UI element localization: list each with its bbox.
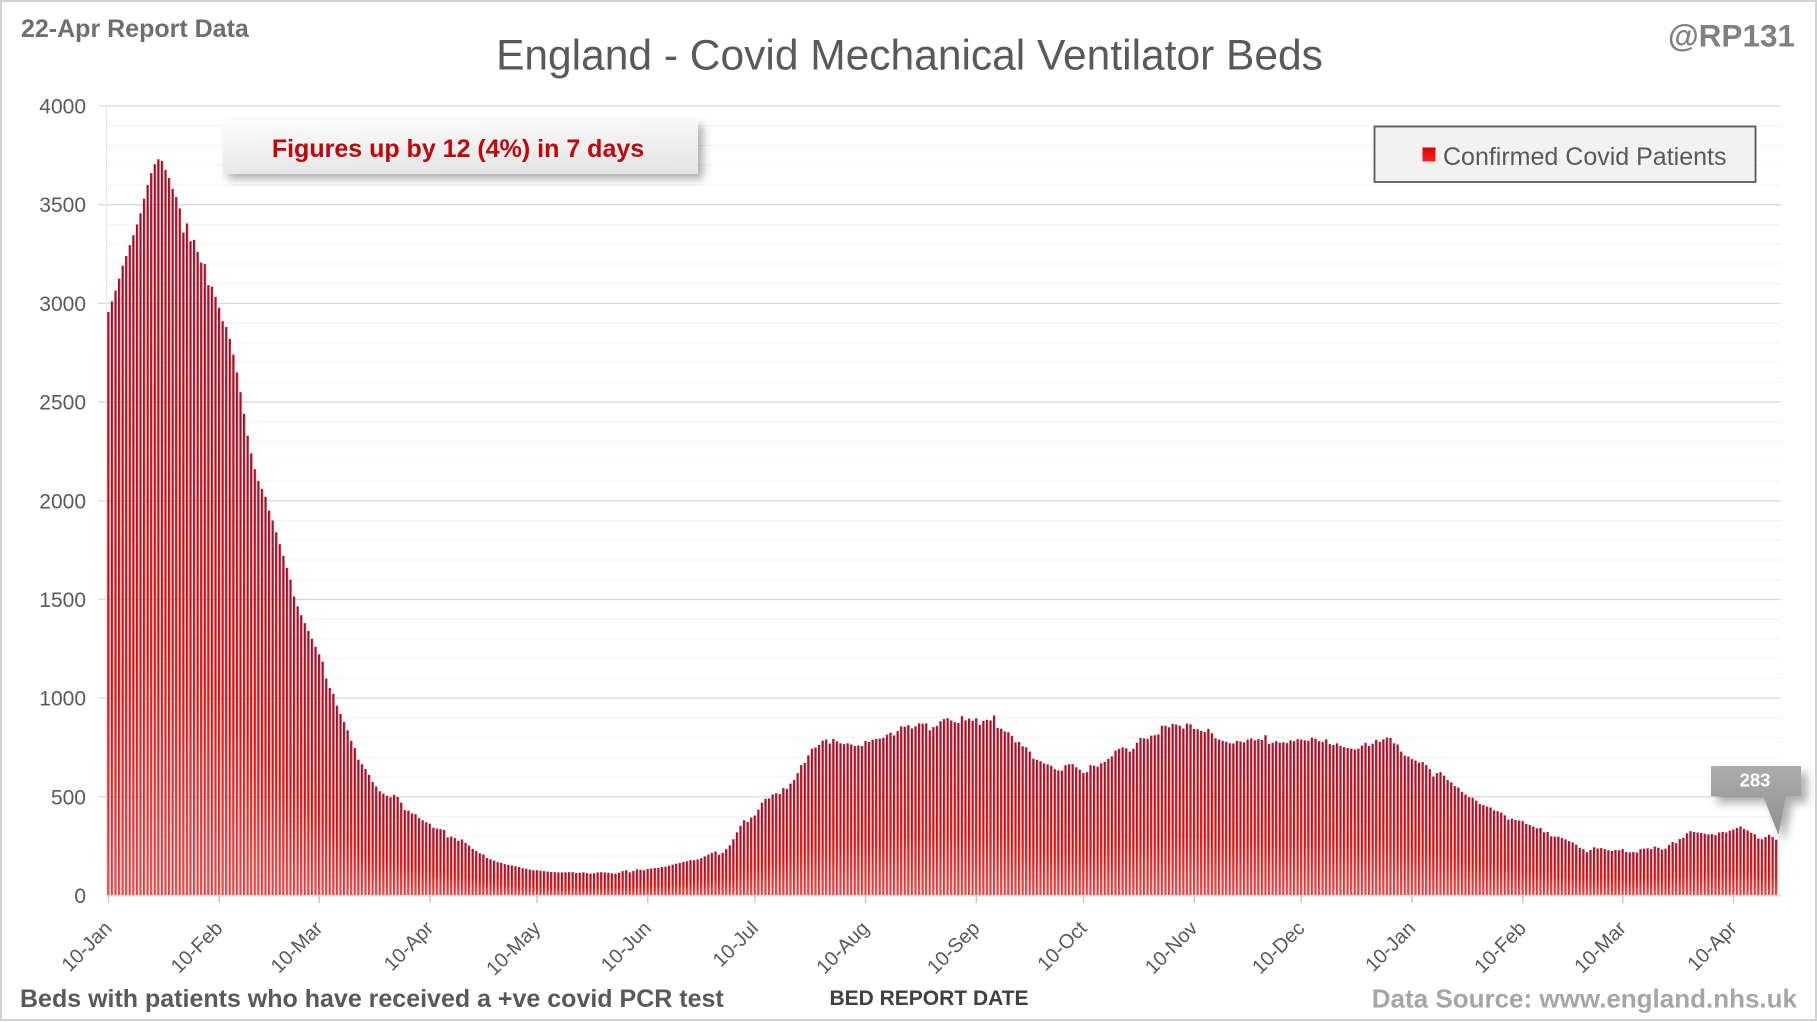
svg-text:3000: 3000 [39,293,86,316]
svg-text:BED REPORT DATE: BED REPORT DATE [829,987,1028,1010]
svg-text:10-Mar: 10-Mar [1570,917,1631,978]
svg-text:England - Covid Mechanical Ven: England - Covid Mechanical Ventilator Be… [496,33,1323,80]
svg-text:Confirmed Covid Patients: Confirmed Covid Patients [1443,143,1726,171]
svg-text:10-Feb: 10-Feb [1470,917,1530,977]
svg-text:22-Apr Report Data: 22-Apr Report Data [21,15,250,43]
svg-text:3500: 3500 [39,194,86,217]
svg-text:283: 283 [1740,770,1771,791]
svg-text:1000: 1000 [39,688,86,711]
svg-text:10-Jul: 10-Jul [709,917,763,971]
svg-text:Figures up by 12 (4%) in 7 day: Figures up by 12 (4%) in 7 days [272,135,644,163]
svg-text:500: 500 [51,786,86,809]
svg-text:10-Dec: 10-Dec [1248,917,1309,978]
svg-text:10-Mar: 10-Mar [267,917,328,978]
svg-text:Data Source: www.england.nhs.u: Data Source: www.england.nhs.uk [1372,984,1798,1014]
svg-text:0: 0 [74,885,86,908]
svg-text:@RP131: @RP131 [1668,18,1795,54]
svg-text:10-Apr: 10-Apr [1684,917,1742,975]
svg-text:2500: 2500 [39,392,86,415]
svg-text:10-Jun: 10-Jun [597,917,656,976]
svg-text:10-Jan: 10-Jan [58,917,117,976]
svg-text:10-Jan: 10-Jan [1361,917,1420,976]
svg-text:10-May: 10-May [482,917,545,980]
svg-text:10-Oct: 10-Oct [1034,917,1092,975]
svg-text:10-Aug: 10-Aug [813,917,874,978]
svg-text:2000: 2000 [39,490,86,513]
svg-text:10-Sep: 10-Sep [923,917,984,978]
svg-text:Beds with patients who have re: Beds with patients who have received a +… [20,985,724,1013]
svg-text:10-Apr: 10-Apr [380,917,438,975]
svg-text:10-Feb: 10-Feb [167,917,227,977]
svg-text:1500: 1500 [39,589,86,612]
svg-text:4000: 4000 [39,96,86,119]
svg-text:10-Nov: 10-Nov [1141,917,1202,978]
